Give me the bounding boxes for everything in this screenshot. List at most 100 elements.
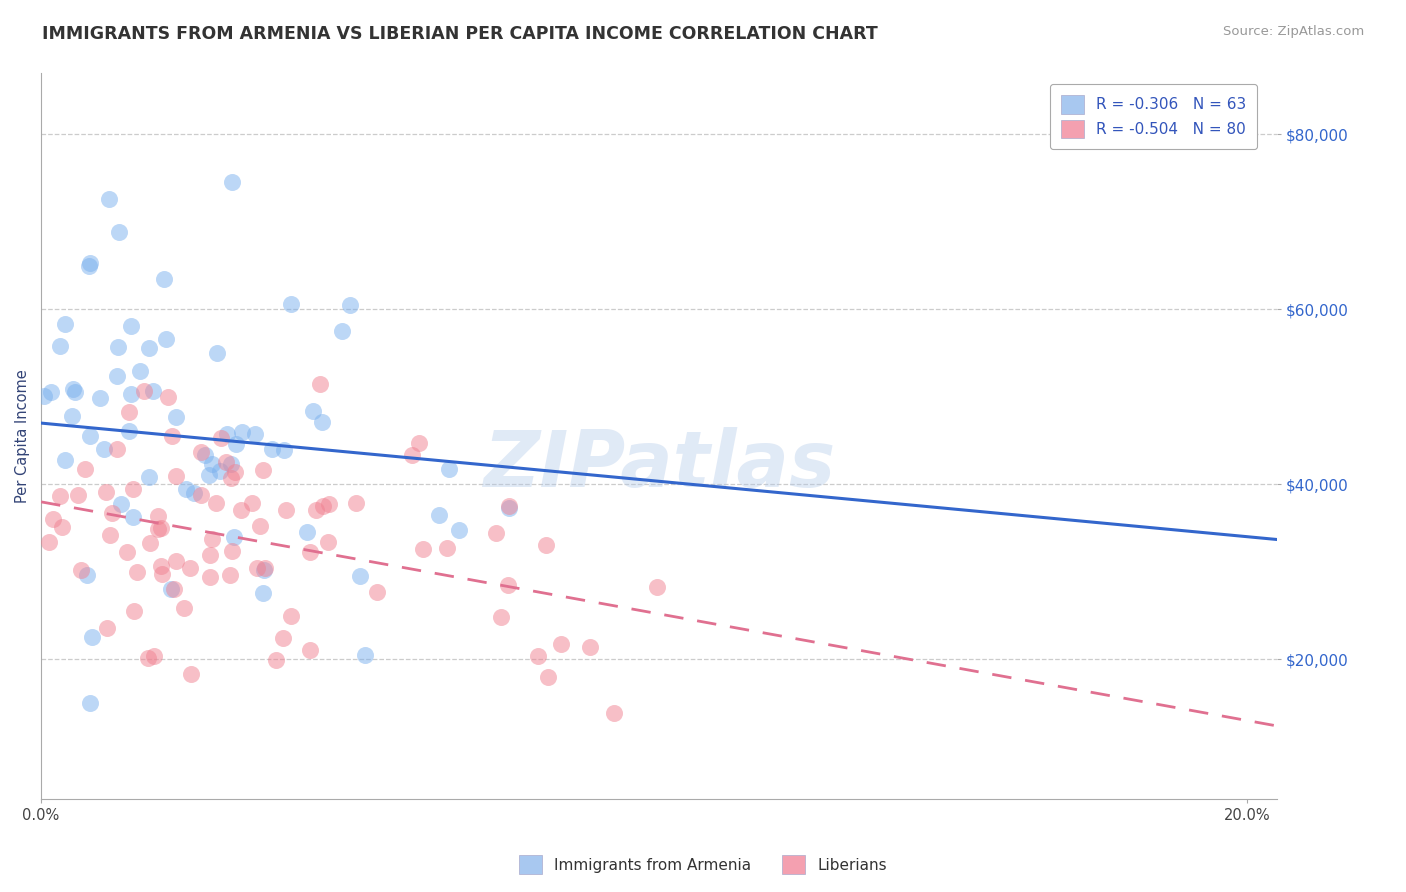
Point [179, 561, 201, 575]
Point [146, 509, 169, 524]
Point [105, 442, 128, 457]
Point [173, 601, 195, 615]
Point [115, 544, 138, 558]
Point [42, 511, 65, 525]
Point [122, 509, 145, 524]
Point [252, 563, 274, 577]
Point [298, 643, 321, 657]
Point [219, 471, 242, 485]
Point [645, 580, 668, 594]
Point [49, 339, 72, 353]
Point [180, 667, 202, 681]
Point [401, 449, 423, 463]
Point [344, 495, 367, 509]
Point [221, 544, 243, 558]
Point [260, 442, 283, 456]
Point [252, 463, 274, 477]
Point [201, 532, 224, 546]
Point [165, 469, 187, 483]
Point [146, 522, 169, 536]
Point [299, 544, 322, 558]
Point [534, 538, 557, 552]
Point [200, 569, 222, 583]
Point [209, 464, 232, 478]
Point [118, 424, 141, 438]
Point [318, 497, 340, 511]
Point [32, 389, 55, 403]
Point [231, 425, 253, 439]
Point [97, 193, 120, 207]
Legend: Immigrants from Armenia, Liberians: Immigrants from Armenia, Liberians [513, 849, 893, 880]
Point [252, 585, 274, 599]
Point [142, 384, 165, 399]
Point [138, 470, 160, 484]
Point [94, 485, 117, 500]
Point [129, 364, 152, 378]
Point [101, 506, 124, 520]
Y-axis label: Per Capita Income: Per Capita Income [15, 369, 30, 503]
Point [93, 442, 115, 457]
Point [174, 483, 197, 497]
Point [229, 503, 252, 517]
Point [139, 535, 162, 549]
Point [436, 541, 458, 555]
Point [39, 385, 62, 400]
Point [354, 648, 377, 663]
Point [138, 650, 160, 665]
Point [496, 578, 519, 592]
Point [98, 527, 121, 541]
Point [53, 452, 76, 467]
Point [264, 653, 287, 667]
Point [134, 384, 156, 398]
Point [449, 524, 471, 538]
Point [217, 427, 239, 442]
Point [498, 499, 520, 513]
Point [498, 501, 520, 516]
Point [246, 561, 269, 575]
Point [219, 568, 242, 582]
Point [194, 449, 217, 463]
Point [225, 437, 247, 451]
Point [312, 499, 335, 513]
Point [122, 604, 145, 618]
Point [408, 435, 430, 450]
Point [38, 534, 60, 549]
Point [222, 530, 245, 544]
Point [79, 256, 101, 270]
Point [165, 554, 187, 568]
Point [221, 176, 243, 190]
Point [108, 225, 131, 239]
Point [224, 465, 246, 479]
Text: ZIPatlas: ZIPatlas [482, 427, 835, 503]
Point [70, 563, 93, 577]
Point [537, 670, 560, 684]
Point [105, 369, 128, 384]
Point [280, 297, 302, 311]
Point [76, 567, 98, 582]
Point [80, 630, 103, 644]
Point [273, 442, 295, 457]
Point [297, 525, 319, 540]
Point [200, 457, 222, 471]
Point [53, 317, 76, 331]
Point [160, 582, 183, 596]
Point [122, 483, 145, 497]
Point [366, 585, 388, 599]
Point [153, 272, 176, 286]
Point [89, 391, 111, 405]
Point [67, 488, 90, 502]
Point [219, 457, 242, 471]
Point [120, 319, 142, 334]
Point [301, 403, 323, 417]
Point [156, 390, 179, 404]
Point [316, 535, 339, 549]
Text: IMMIGRANTS FROM ARMENIA VS LIBERIAN PER CAPITA INCOME CORRELATION CHART: IMMIGRANTS FROM ARMENIA VS LIBERIAN PER … [42, 25, 877, 43]
Point [149, 558, 172, 573]
Point [190, 445, 212, 459]
Point [485, 525, 508, 540]
Point [602, 706, 624, 720]
Point [198, 467, 221, 482]
Point [75, 462, 97, 476]
Point [550, 638, 572, 652]
Point [125, 565, 148, 579]
